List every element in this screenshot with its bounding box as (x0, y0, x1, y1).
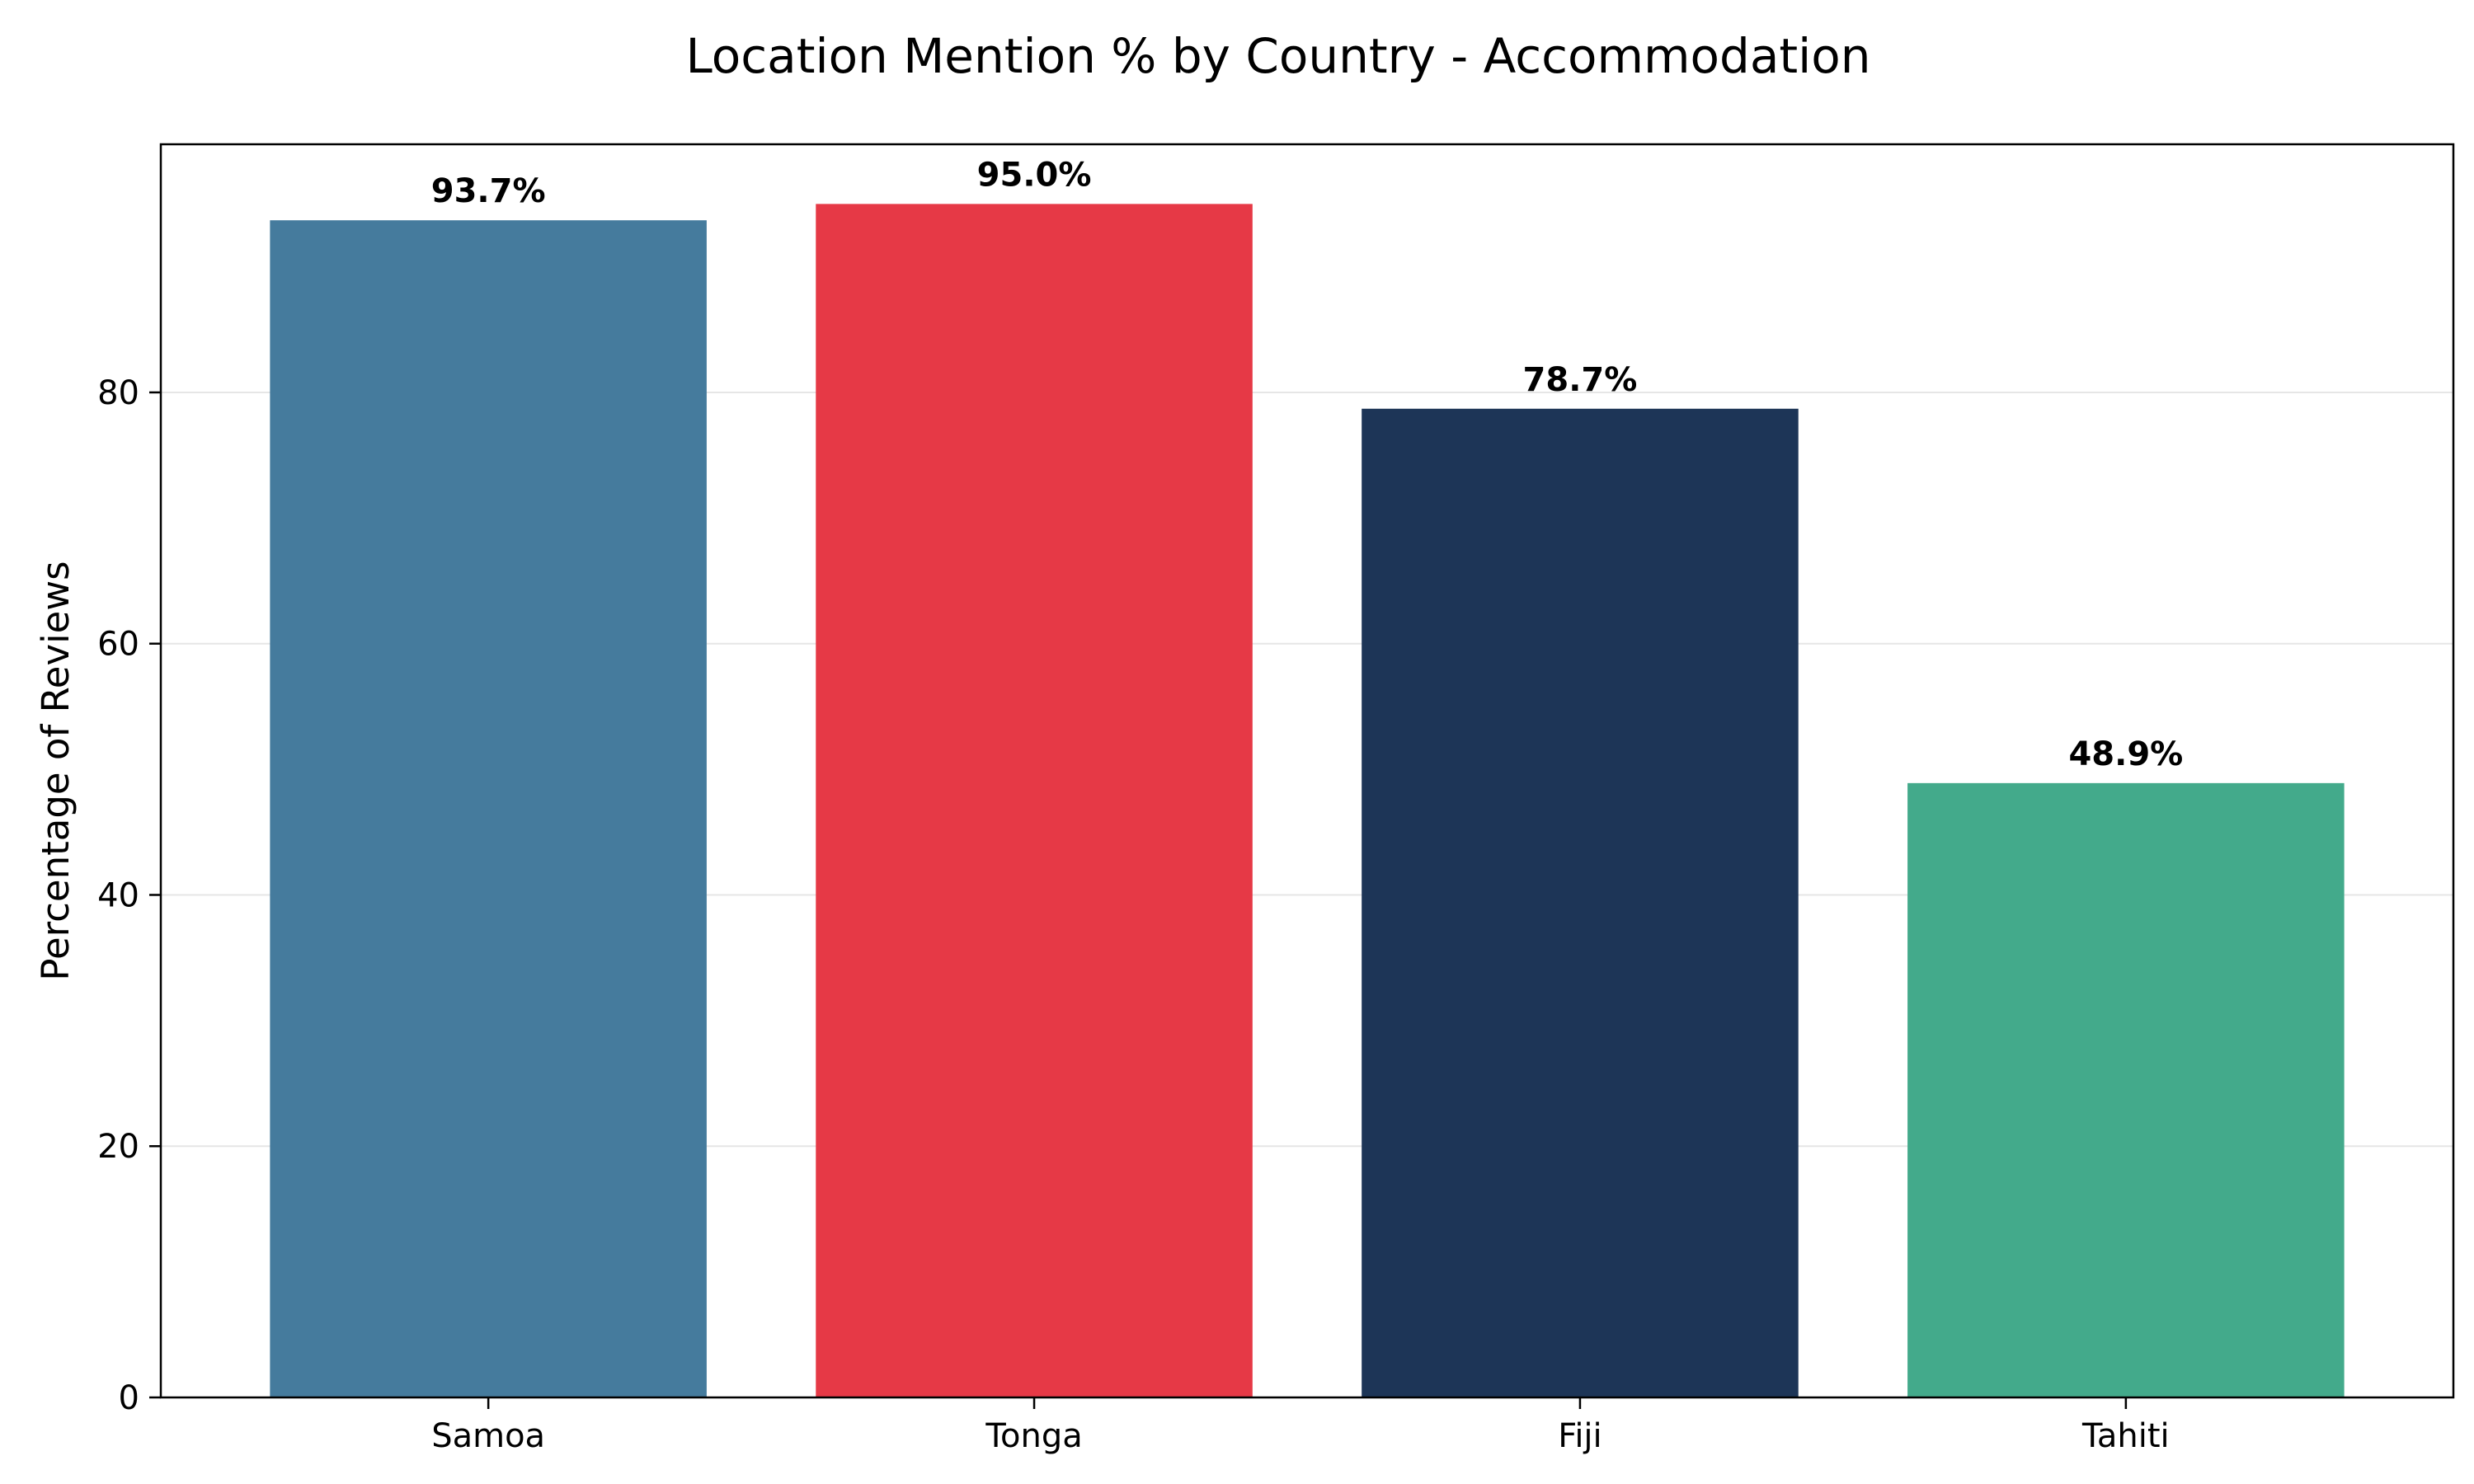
x-axis-ticks: Samoa Tonga Fiji Tahiti (431, 1397, 2170, 1455)
y-tick-label: 60 (97, 626, 139, 664)
bar-value-label: 48.9% (2068, 735, 2183, 773)
plot-frame (159, 143, 2455, 1399)
bar-value-label: 95.0% (977, 156, 1092, 194)
y-axis-label: Percentage of Reviews (34, 561, 78, 980)
y-tick-label: 20 (97, 1128, 139, 1166)
bar-tahiti (1907, 782, 2345, 1397)
bar-fiji (1362, 408, 1799, 1397)
bar-value-label: 93.7% (431, 172, 546, 210)
bar-samoa (270, 220, 707, 1398)
chart-title: Location Mention % by Country - Accommod… (686, 28, 1871, 84)
y-tick-label: 0 (119, 1379, 139, 1417)
x-tick-label: Tonga (985, 1417, 1082, 1455)
bar-value-label: 78.7% (1523, 361, 1638, 399)
y-axis-ticks: 0 20 40 60 80 (97, 374, 161, 1417)
bar-tonga (816, 204, 1253, 1397)
x-tick-label: Fiji (1558, 1417, 1602, 1455)
bars (270, 204, 2345, 1398)
y-tick-label: 80 (97, 374, 139, 412)
x-tick-label: Tahiti (2081, 1417, 2170, 1455)
x-tick-label: Samoa (431, 1417, 545, 1455)
bar-value-labels: 93.7% 95.0% 78.7% 48.9% (431, 156, 2183, 773)
y-tick-label: 40 (97, 876, 139, 914)
